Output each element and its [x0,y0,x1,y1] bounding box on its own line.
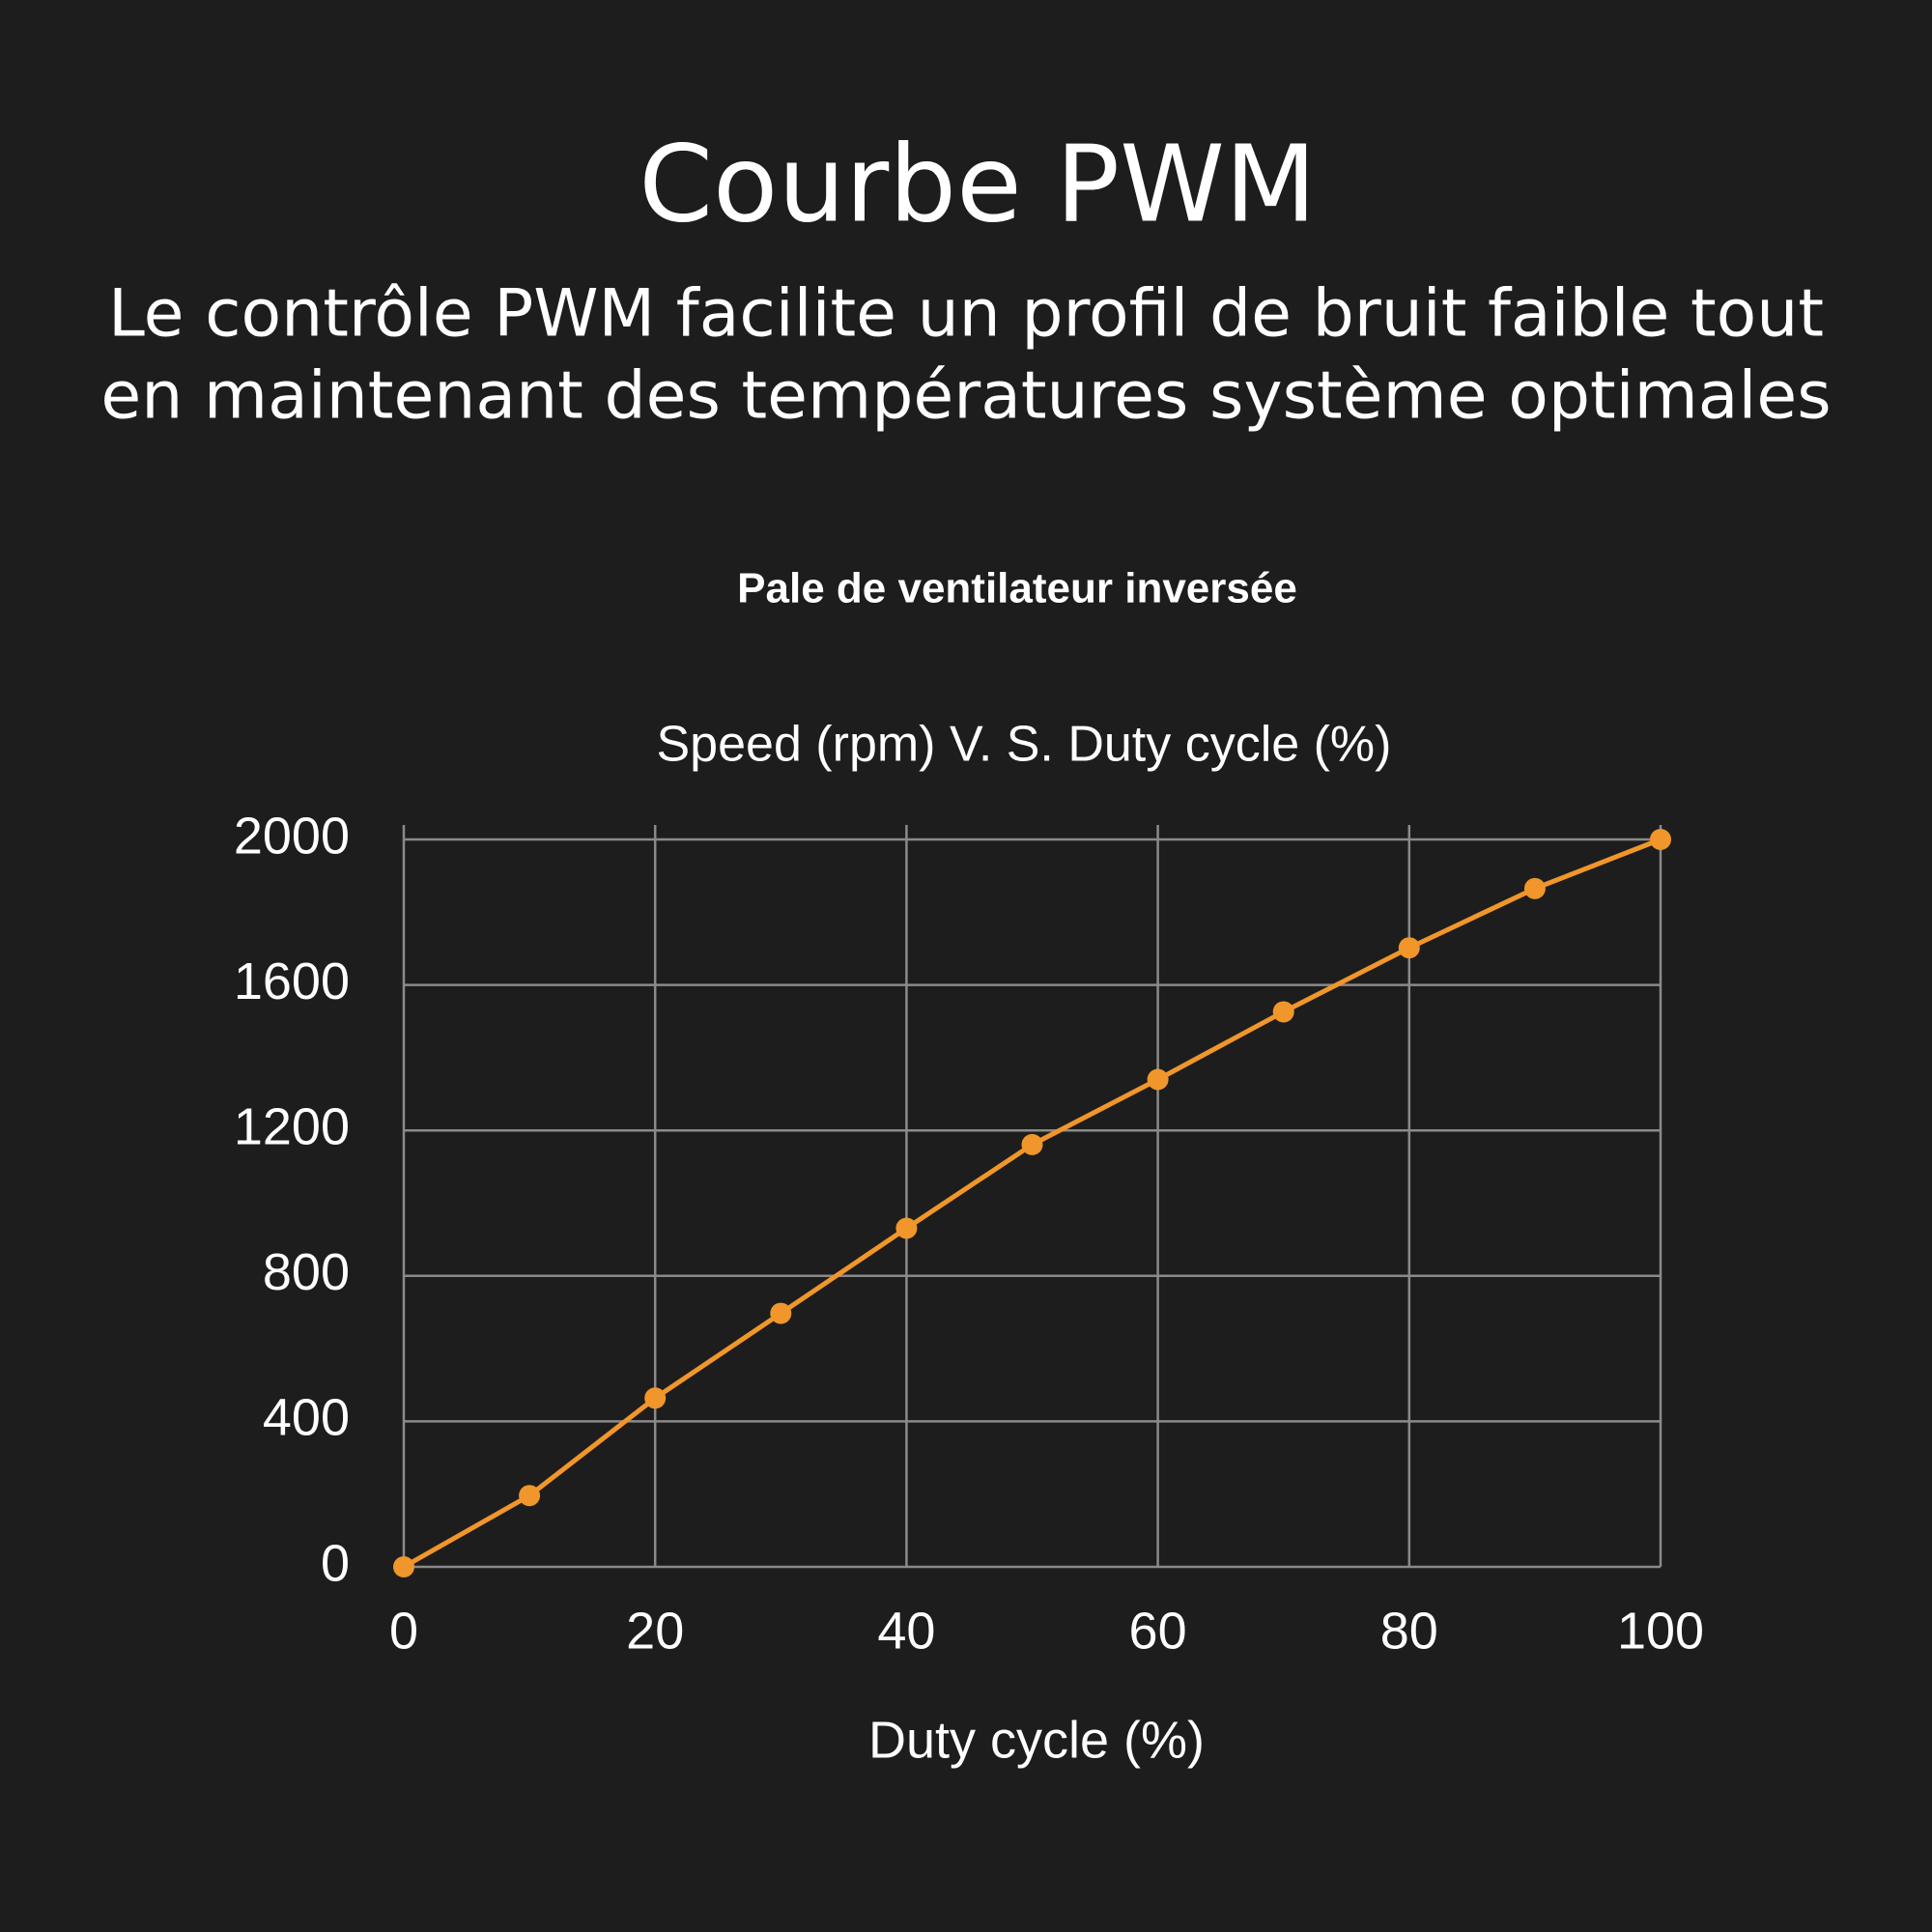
x-tick-label: 60 [1129,1602,1187,1660]
data-point [1147,1068,1169,1091]
data-point [1523,877,1546,899]
x-tick-label: 80 [1380,1602,1438,1660]
x-tick-label: 40 [877,1602,935,1660]
x-tick-label: 100 [1617,1602,1704,1660]
data-point [393,1556,414,1577]
y-tick-label: 1200 [234,1097,350,1155]
chart-heading: Pale de ventilateur inversée [737,565,1297,612]
x-tick-label: 0 [389,1602,418,1660]
data-point [1021,1133,1043,1155]
x-axis-label: Duty cycle (%) [868,1711,1205,1769]
data-point [770,1302,792,1324]
data-point [1398,937,1420,959]
data-point [519,1485,541,1507]
data-point [895,1217,918,1239]
page-title: Courbe PWM [639,122,1317,245]
subtitle-line: en maintenant des températures système o… [100,358,1831,435]
y-tick-label: 1600 [234,952,350,1010]
y-tick-label: 2000 [234,807,350,865]
data-point [644,1387,667,1409]
data-point [1650,829,1671,850]
subtitle-line: Le contrôle PWM facilite un profil de br… [108,276,1824,353]
chart-title: Speed (rpm) V. S. Duty cycle (%) [657,717,1392,773]
y-tick-label: 0 [321,1534,350,1592]
y-tick-label: 400 [263,1389,350,1447]
y-tick-label: 800 [263,1243,350,1301]
x-tick-label: 20 [626,1602,684,1660]
data-point [1272,1001,1294,1023]
